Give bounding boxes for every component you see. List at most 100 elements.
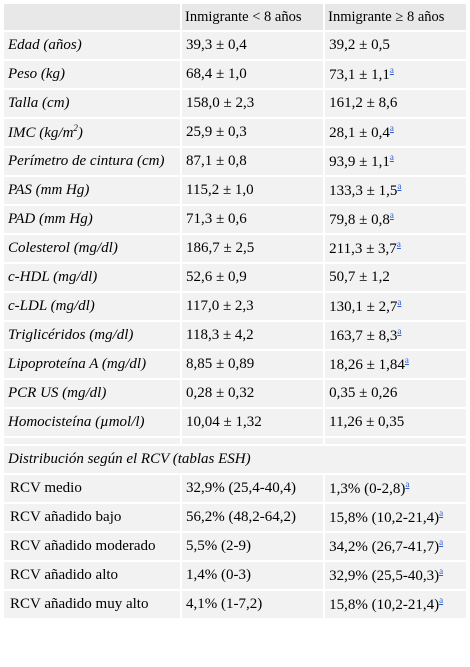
table-row: PAS (mm Hg) 115,2 ± 1,0 133,3 ± 1,5a: [4, 177, 466, 204]
header-group-lt8: Inmigrante < 8 años: [182, 4, 324, 30]
value-ge8: 211,3 ± 3,7a: [325, 235, 466, 262]
value-ge8-text: 28,1 ± 0,4: [329, 125, 390, 141]
value-lt8: 39,3 ± 0,4: [182, 32, 324, 59]
value-ge8-text: 39,2 ± 0,5: [329, 37, 390, 53]
row-label-end: ): [77, 125, 83, 141]
value-lt8-text: 56,2% (48,2-64,2): [186, 509, 296, 525]
value-lt8: 8,85 ± 0,89: [182, 351, 324, 378]
table-row: Edad (años) 39,3 ± 0,4 39,2 ± 0,5: [4, 32, 466, 59]
row-label: Talla (cm): [4, 90, 180, 117]
value-ge8-text: 32,9% (25,5-40,3): [329, 568, 440, 584]
footnote-link[interactable]: a: [397, 326, 402, 336]
row-label-text: RCV añadido muy alto: [10, 596, 149, 612]
value-ge8: 39,2 ± 0,5: [325, 32, 466, 59]
table-row: RCV añadido muy alto 4,1% (1-7,2) 15,8% (1…: [4, 591, 466, 618]
value-lt8: 4,1% (1-7,2): [182, 591, 324, 618]
row-label: RCV añadido alto: [4, 562, 180, 589]
table-row: Perímetro de cintura (cm) 87,1 ± 0,8 93,9 …: [4, 148, 466, 175]
value-lt8: 117,0 ± 2,3: [182, 293, 324, 320]
table-row: Talla (cm) 158,0 ± 2,3 161,2 ± 8,6: [4, 90, 466, 117]
value-lt8: 115,2 ± 1,0: [182, 177, 324, 204]
value-lt8-text: 118,3 ± 4,2: [186, 327, 254, 343]
row-label-text: RCV medio: [10, 480, 82, 496]
spacer-row: [4, 438, 466, 444]
row-label-text: Peso (kg): [8, 66, 66, 82]
row-label-text: Perímetro de cintura (cm): [8, 153, 165, 169]
row-label: c-HDL (mg/dl): [4, 264, 180, 291]
footnote-link[interactable]: a: [389, 210, 394, 220]
spacer-cell: [182, 438, 324, 444]
value-ge8-text: 73,1 ± 1,1: [329, 67, 390, 83]
footnote-link[interactable]: a: [439, 537, 444, 547]
value-ge8: 79,8 ± 0,8a: [325, 206, 466, 233]
table-row: Triglicéridos (mg/dl) 118,3 ± 4,2 163,7 ± …: [4, 322, 466, 349]
row-label-text: RCV añadido moderado: [10, 538, 156, 554]
value-lt8: 52,6 ± 0,9: [182, 264, 324, 291]
row-label: PAS (mm Hg): [4, 177, 180, 204]
value-lt8-text: 158,0 ± 2,3: [186, 95, 255, 111]
footnote-link[interactable]: a: [389, 123, 394, 133]
spacer-cell: [325, 438, 466, 444]
section-row: Distribución según el RCV (tablas ESH): [4, 446, 466, 473]
footnote-link[interactable]: a: [397, 297, 402, 307]
value-ge8-text: 211,3 ± 3,7: [329, 241, 397, 257]
value-lt8: 1,4% (0-3): [182, 562, 324, 589]
footnote-link[interactable]: a: [389, 152, 394, 162]
footnote-link[interactable]: a: [405, 479, 410, 489]
section-title: Distribución según el RCV (tablas ESH): [4, 446, 466, 473]
row-label-text: Edad (años): [8, 37, 82, 53]
row-label: RCV añadido muy alto: [4, 591, 180, 618]
row-label-text: PCR US (mg/dl): [8, 385, 107, 401]
footnote-link[interactable]: a: [439, 566, 444, 576]
value-lt8-text: 186,7 ± 2,5: [186, 240, 255, 256]
row-label: Perímetro de cintura (cm): [4, 148, 180, 175]
value-lt8-text: 25,9 ± 0,3: [186, 124, 247, 140]
value-lt8-text: 10,04 ± 1,32: [186, 414, 262, 430]
value-lt8-text: 115,2 ± 1,0: [186, 182, 254, 198]
footnote-link[interactable]: a: [439, 508, 444, 518]
row-label: Colesterol (mg/dl): [4, 235, 180, 262]
footnote-link[interactable]: a: [396, 239, 401, 249]
value-ge8: 50,7 ± 1,2: [325, 264, 466, 291]
value-ge8-text: 79,8 ± 0,8: [329, 212, 390, 228]
table-row: Colesterol (mg/dl) 186,7 ± 2,5 211,3 ± 3,7…: [4, 235, 466, 262]
value-lt8-text: 32,9% (25,4-40,4): [186, 480, 296, 496]
row-label: RCV medio: [4, 475, 180, 502]
spacer-cell: [4, 438, 180, 444]
row-label-text: Talla (cm): [8, 95, 70, 111]
table-row: RCV medio 32,9% (25,4-40,4) 1,3% (0-2,8)a: [4, 475, 466, 502]
footnote-link[interactable]: a: [404, 355, 409, 365]
value-ge8-text: 130,1 ± 2,7: [329, 299, 398, 315]
value-lt8: 5,5% (2-9): [182, 533, 324, 560]
row-label-text: Colesterol (mg/dl): [8, 240, 118, 256]
footnote-link[interactable]: a: [439, 595, 444, 605]
table-row: IMC (kg/m2) 25,9 ± 0,3 28,1 ± 0,4a: [4, 119, 466, 146]
value-ge8-text: 15,8% (10,2-21,4): [329, 510, 440, 526]
row-label-text: RCV añadido bajo: [10, 509, 122, 525]
value-lt8-text: 117,0 ± 2,3: [186, 298, 254, 314]
row-label-text: RCV añadido alto: [10, 567, 119, 583]
value-ge8-text: 15,8% (10,2-21,4): [329, 597, 440, 613]
value-lt8: 25,9 ± 0,3: [182, 119, 324, 146]
row-label: Triglicéridos (mg/dl): [4, 322, 180, 349]
footnote-link[interactable]: a: [389, 65, 394, 75]
row-label-text: PAS (mm Hg): [8, 182, 90, 198]
value-ge8-text: 18,26 ± 1,84: [329, 357, 405, 373]
value-ge8-text: 0,35 ± 0,26: [329, 385, 398, 401]
row-label: RCV añadido moderado: [4, 533, 180, 560]
row-label: Homocisteína (µmol/l): [4, 409, 180, 436]
footnote-link[interactable]: a: [397, 181, 402, 191]
table-row: RCV añadido moderado 5,5% (2-9) 34,2% (26,…: [4, 533, 466, 560]
header-empty: [4, 4, 180, 30]
table-row: PCR US (mg/dl) 0,28 ± 0,32 0,35 ± 0,26: [4, 380, 466, 407]
value-lt8-text: 8,85 ± 0,89: [186, 356, 255, 372]
row-label-text: IMC (kg/m: [8, 125, 74, 141]
row-label-text: Lipoproteína A (mg/dl): [8, 356, 147, 372]
value-ge8: 15,8% (10,2-21,4)a: [325, 504, 466, 531]
value-ge8: 73,1 ± 1,1a: [325, 61, 466, 88]
row-label-text: PAD (mm Hg): [8, 211, 93, 227]
value-lt8: 118,3 ± 4,2: [182, 322, 324, 349]
unit-superscript: 2: [73, 123, 78, 133]
value-lt8: 71,3 ± 0,6: [182, 206, 324, 233]
value-lt8-text: 5,5% (2-9): [186, 538, 251, 554]
